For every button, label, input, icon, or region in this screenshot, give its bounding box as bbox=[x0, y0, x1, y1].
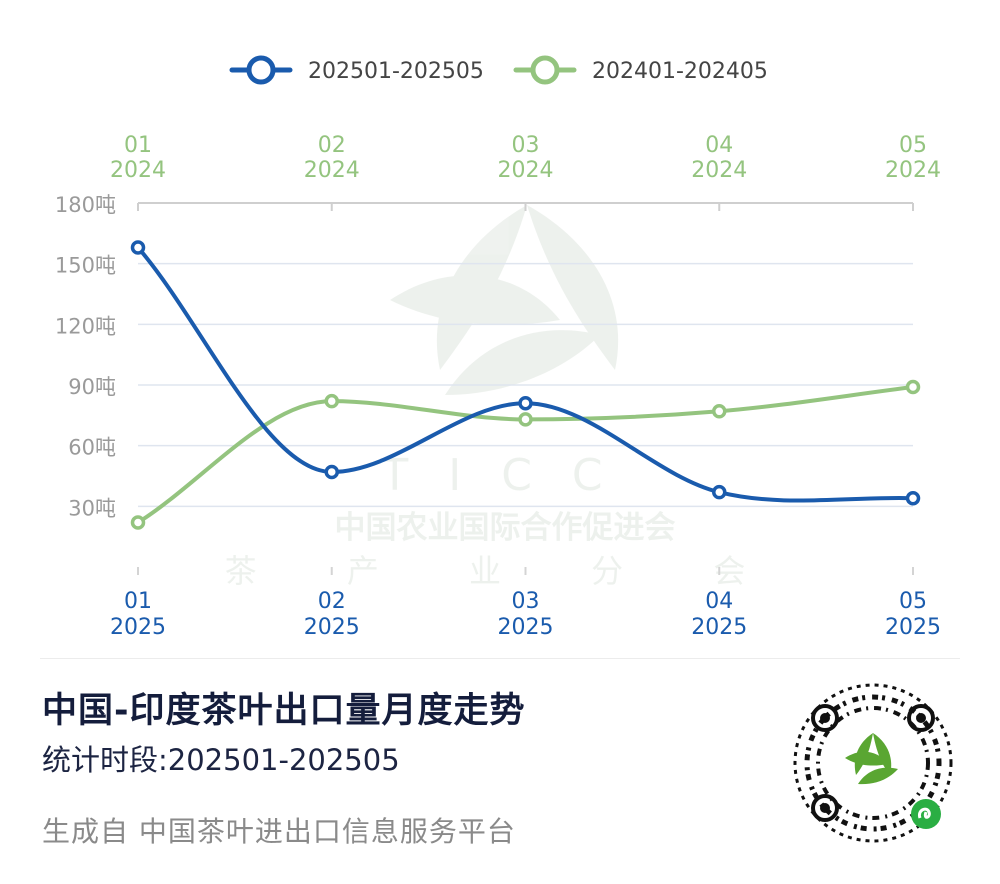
x-top-tick-label: 05 bbox=[899, 133, 927, 158]
x-bottom-tick-label: 02 bbox=[318, 589, 346, 614]
x-bottom-tick-label: 2025 bbox=[304, 615, 360, 640]
x-bottom-tick-label: 2025 bbox=[498, 615, 554, 640]
data-point bbox=[130, 515, 146, 530]
x-bottom-tick-label: 01 bbox=[124, 589, 152, 614]
x-top-tick-label: 2024 bbox=[691, 158, 747, 183]
divider bbox=[40, 658, 960, 659]
qr-code-icon[interactable] bbox=[790, 680, 956, 846]
watermark-line1: 中国农业国际合作促进会 bbox=[335, 510, 676, 546]
x-bottom-tick-label: 2025 bbox=[885, 615, 941, 640]
data-point bbox=[130, 240, 146, 255]
y-tick-label: 180吨 bbox=[55, 193, 116, 217]
data-point bbox=[905, 379, 921, 395]
y-tick-label: 120吨 bbox=[55, 314, 116, 338]
data-point bbox=[712, 484, 727, 500]
line-chart: TICC 中国农业国际合作促进会 茶 产 业 分 会 202501-202505… bbox=[55, 55, 941, 640]
x-top-tick-label: 01 bbox=[124, 133, 152, 158]
data-point bbox=[518, 412, 533, 427]
legend-label: 202401-202405 bbox=[592, 59, 768, 84]
x-bottom-tick-label: 2025 bbox=[691, 615, 747, 640]
x-bottom-tick-label: 03 bbox=[512, 589, 540, 614]
legend-marker bbox=[246, 55, 276, 85]
x-top-tick-label: 02 bbox=[318, 133, 346, 158]
x-top-tick-label: 2024 bbox=[110, 158, 166, 183]
x-top-tick-label: 2024 bbox=[885, 158, 941, 183]
x-top-tick-label: 04 bbox=[705, 133, 733, 158]
y-tick-label: 150吨 bbox=[55, 254, 116, 278]
x-bottom-tick-label: 04 bbox=[705, 589, 733, 614]
axes: 30吨60吨90吨120吨150吨180吨0120240220240320240… bbox=[55, 133, 941, 640]
source-note: 生成自 中国茶叶进出口信息服务平台 bbox=[42, 815, 516, 848]
legend-marker bbox=[530, 55, 560, 85]
watermark: TICC 中国农业国际合作促进会 茶 产 业 分 会 bbox=[225, 205, 786, 590]
legend-label: 202501-202505 bbox=[308, 59, 484, 84]
x-bottom-tick-label: 2025 bbox=[110, 615, 166, 640]
watermark-leaf-icon bbox=[390, 205, 619, 395]
x-top-tick-label: 2024 bbox=[304, 158, 360, 183]
x-top-tick-label: 03 bbox=[512, 133, 540, 158]
data-point bbox=[712, 404, 727, 419]
data-point bbox=[324, 464, 339, 480]
stat-period: 统计时段:202501-202505 bbox=[42, 743, 400, 777]
y-tick-label: 60吨 bbox=[68, 436, 116, 460]
plot-area bbox=[130, 240, 921, 530]
y-tick-label: 90吨 bbox=[68, 375, 116, 399]
x-top-tick-label: 2024 bbox=[498, 158, 554, 183]
chart-title: 中国-印度茶叶出口量月度走势 bbox=[42, 691, 526, 731]
data-point bbox=[324, 393, 339, 409]
watermark-line2: 茶 产 业 分 会 bbox=[225, 552, 786, 590]
y-tick-label: 30吨 bbox=[68, 496, 116, 520]
data-point bbox=[518, 395, 533, 411]
grid bbox=[138, 202, 913, 508]
legend: 202501-202505 202401-202405 bbox=[229, 55, 768, 85]
x-bottom-tick-label: 05 bbox=[899, 589, 927, 614]
data-point bbox=[905, 490, 921, 506]
watermark-logo-text: TICC bbox=[380, 450, 642, 501]
